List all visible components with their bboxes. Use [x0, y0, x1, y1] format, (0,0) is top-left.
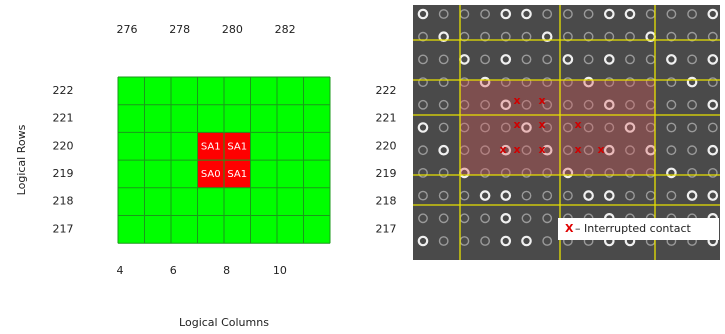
row-label: 218: [376, 195, 397, 208]
row-label: 222: [53, 84, 74, 97]
top-column-label: 278: [169, 23, 190, 36]
bottom-column-label: 10: [273, 264, 287, 277]
row-label: 220: [376, 139, 397, 152]
fail-grid: SA1 SA1 SA0 SA1 276 278 280 282 4 6 8 10 222 221 220 21…: [53, 23, 331, 277]
legend-marker: X: [565, 222, 574, 235]
row-label: 219: [53, 167, 74, 180]
figure: Logical Rows Logical Columns SA1SA1SA0SA…: [0, 0, 725, 334]
bottom-column-label: 8: [223, 264, 230, 277]
row-label: 221: [376, 112, 397, 125]
row-label: 217: [53, 222, 74, 235]
fail-label: SA1: [201, 141, 221, 152]
defect-region: [460, 80, 655, 175]
interrupted-mark: x: [499, 143, 506, 156]
interrupted-mark: x: [597, 143, 604, 156]
row-label: 219: [376, 167, 397, 180]
legend-text: – Interrupted contact: [575, 222, 692, 235]
row-label: 220: [53, 139, 74, 152]
interrupted-mark: x: [538, 143, 545, 156]
bottom-column-label: 4: [117, 264, 124, 277]
x-axis-title: Logical Columns: [179, 316, 269, 329]
interrupted-mark: x: [513, 143, 520, 156]
y-axis-title: Logical Rows: [15, 124, 28, 195]
interrupted-mark: x: [574, 118, 581, 131]
interrupted-mark: x: [513, 118, 520, 131]
top-column-label: 276: [117, 23, 138, 36]
fail-label: SA1: [227, 141, 247, 152]
interrupted-mark: x: [513, 94, 520, 107]
interrupted-mark: x: [574, 143, 581, 156]
fail-label: SA0: [201, 169, 221, 180]
interrupted-mark: x: [538, 118, 545, 131]
row-label: 218: [53, 195, 74, 208]
top-column-label: 280: [222, 23, 243, 36]
row-label: 217: [376, 222, 397, 235]
fail-label: SA1: [227, 169, 247, 180]
row-label: 222: [376, 84, 397, 97]
bottom-column-label: 6: [170, 264, 177, 277]
interrupted-mark: x: [538, 94, 545, 107]
top-column-label: 282: [275, 23, 296, 36]
row-label: 221: [53, 112, 74, 125]
